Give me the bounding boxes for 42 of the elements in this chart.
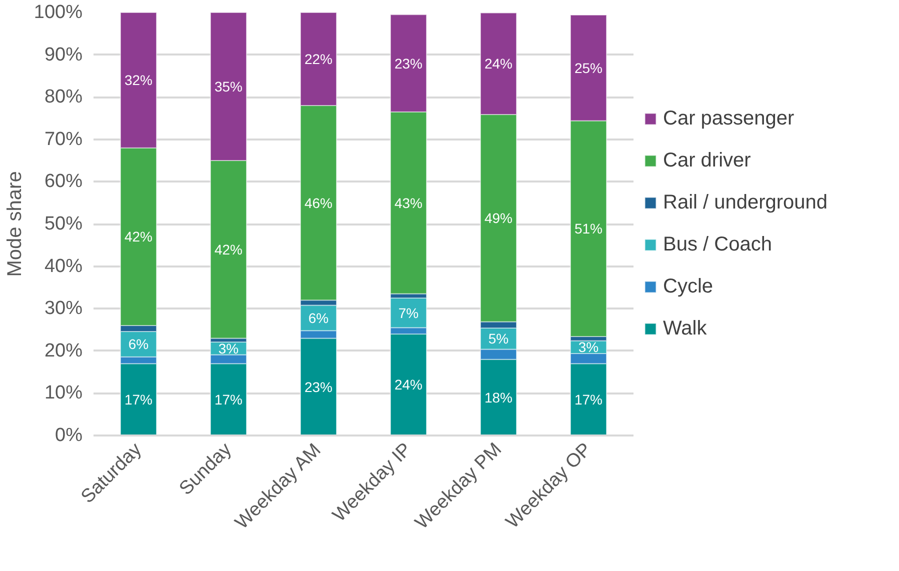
- y-tick-label: 10%: [44, 382, 83, 404]
- y-tick-label: 20%: [44, 340, 83, 362]
- data-label: 23%: [394, 55, 423, 72]
- data-label: 18%: [484, 389, 513, 406]
- data-label: 24%: [394, 376, 423, 393]
- data-label: 49%: [484, 210, 513, 226]
- data-label: 6%: [128, 336, 149, 352]
- data-label: 22%: [304, 51, 333, 68]
- data-label: 42%: [124, 228, 153, 245]
- y-tick-label: 70%: [44, 128, 83, 150]
- data-label: 32%: [124, 72, 153, 88]
- data-label: 17%: [124, 392, 153, 408]
- y-tick-label: 30%: [44, 298, 83, 320]
- legend-label: Car passenger: [663, 107, 794, 130]
- data-label: 17%: [574, 392, 603, 408]
- legend-label: Cycle: [663, 275, 714, 298]
- data-label: 51%: [574, 220, 603, 237]
- y-axis-title: Mode share: [4, 171, 26, 277]
- data-label: 5%: [488, 330, 509, 347]
- y-tick-label: 60%: [44, 171, 83, 192]
- data-label: 25%: [574, 60, 603, 76]
- data-label: 42%: [214, 241, 243, 258]
- y-tick-label: 80%: [44, 86, 83, 108]
- data-label: 46%: [304, 194, 333, 211]
- data-label: 6%: [308, 310, 329, 326]
- data-label: 3%: [218, 340, 239, 356]
- data-label: 17%: [214, 392, 243, 408]
- data-label: 3%: [578, 339, 599, 356]
- y-tick-label: 50%: [44, 214, 83, 234]
- y-tick-label: 100%: [34, 2, 83, 23]
- data-label: 43%: [394, 194, 423, 211]
- data-label: 24%: [484, 56, 513, 72]
- legend-label: Rail / underground: [663, 191, 828, 214]
- legend-label: Bus / Coach: [663, 233, 772, 256]
- y-tick-label: 90%: [44, 44, 83, 66]
- y-tick-label: 40%: [44, 256, 83, 277]
- y-tick-label: 0%: [55, 425, 83, 446]
- data-label: 35%: [214, 78, 243, 95]
- data-label: 23%: [304, 378, 333, 395]
- data-label: 7%: [398, 304, 419, 321]
- legend-label: Walk: [663, 317, 707, 340]
- legend-label: Car driver: [663, 149, 751, 172]
